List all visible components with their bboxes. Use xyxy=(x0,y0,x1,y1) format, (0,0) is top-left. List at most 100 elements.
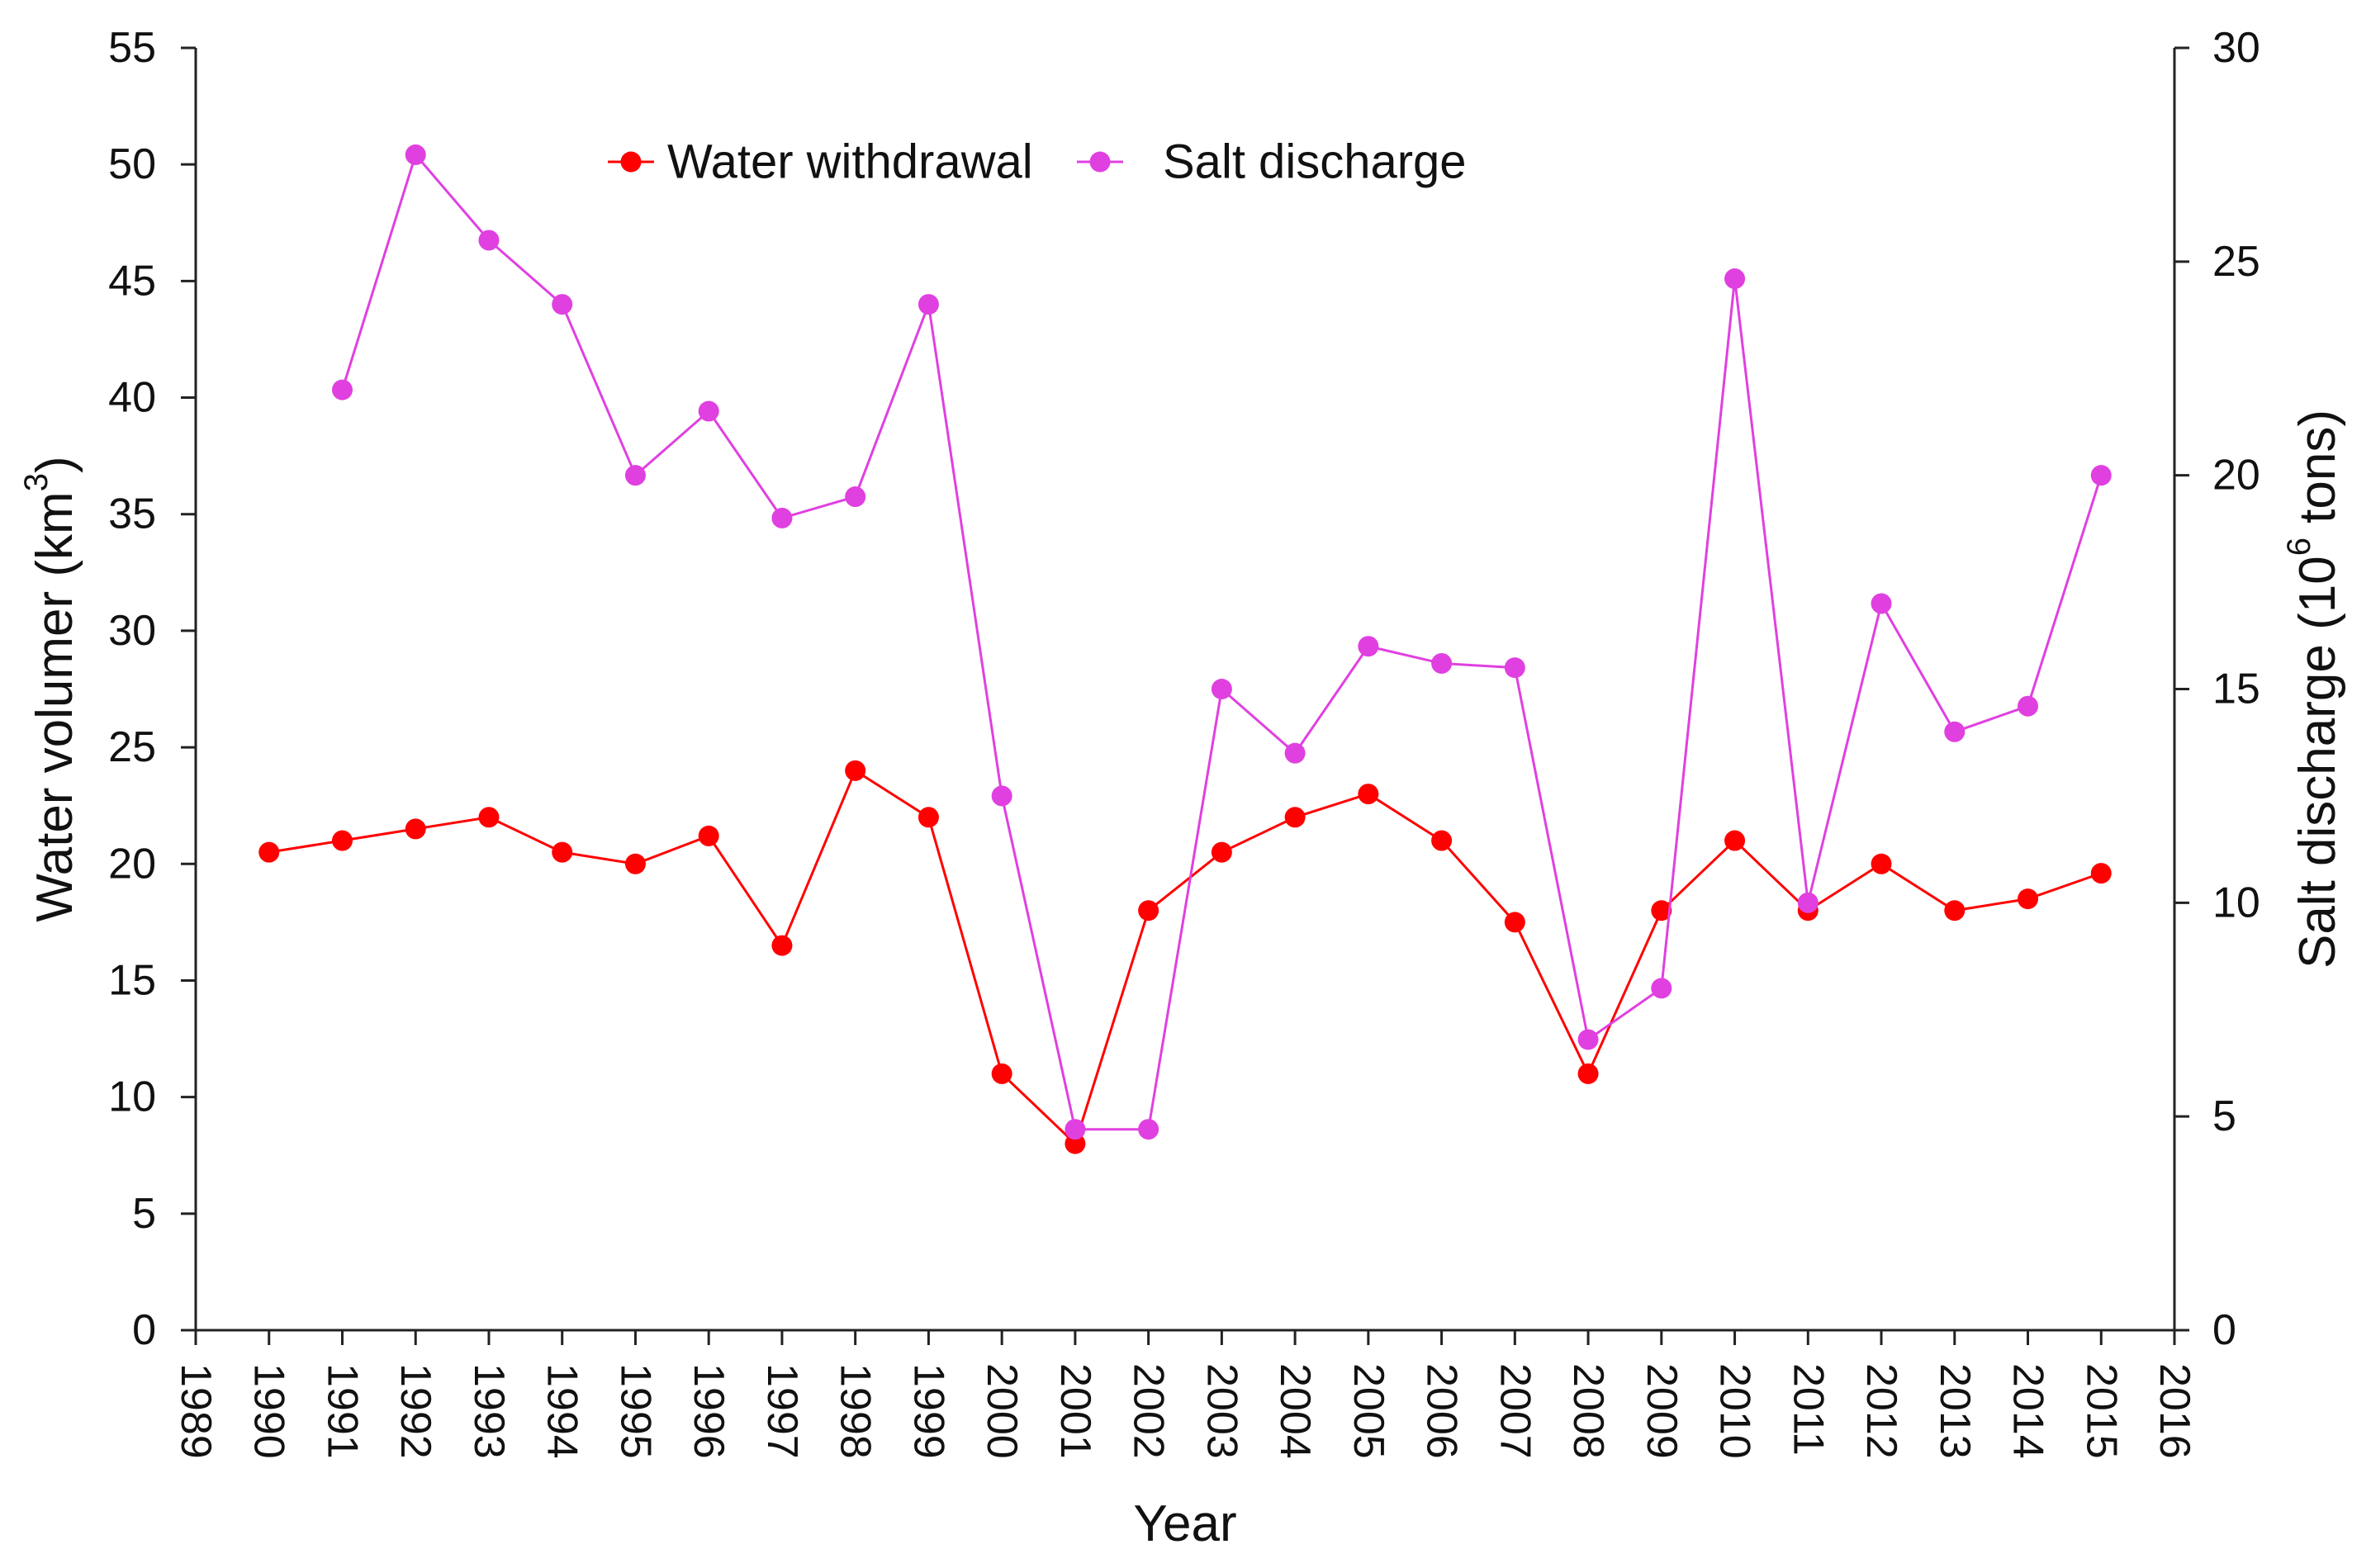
y-left-tick-label: 5 xyxy=(132,1190,156,1238)
data-point-2 xyxy=(405,144,426,165)
y-right-tick-label: 5 xyxy=(2212,1092,2236,1140)
x-tick-label: 1990 xyxy=(245,1363,293,1459)
y-left-tick-label: 15 xyxy=(108,956,156,1004)
data-point-2 xyxy=(1211,679,1232,699)
series-group xyxy=(258,144,2112,1154)
y-right-tick-label: 30 xyxy=(2212,24,2260,72)
data-point-1 xyxy=(1871,853,1892,874)
data-point-2 xyxy=(1431,652,1453,674)
y-left-tick-label: 30 xyxy=(108,607,156,655)
x-tick-label: 1991 xyxy=(318,1363,366,1459)
legend: Water withdrawal Salt discharge xyxy=(608,135,1467,189)
data-point-1 xyxy=(1944,900,1966,921)
x-tick-label: 1989 xyxy=(172,1363,220,1459)
x-tick-label: 1994 xyxy=(538,1363,586,1459)
y-left-tick-label: 10 xyxy=(108,1073,156,1121)
x-tick-label: 2007 xyxy=(1491,1363,1539,1459)
y-right-tick-label: 0 xyxy=(2212,1306,2236,1354)
x-tick-label: 2000 xyxy=(978,1363,1026,1459)
data-point-2 xyxy=(991,785,1012,807)
x-tick-label: 2003 xyxy=(1197,1363,1245,1459)
x-tick-label: 1992 xyxy=(391,1363,439,1459)
x-tick-label: 2011 xyxy=(1784,1363,1832,1456)
x-tick-label: 2005 xyxy=(1344,1363,1392,1459)
y-axis-left-title: Water volumer (km3) xyxy=(18,456,83,921)
x-tick-label: 2001 xyxy=(1051,1363,1099,1459)
y-left-tick-label: 20 xyxy=(108,840,156,888)
y-left-tick-label: 35 xyxy=(108,490,156,538)
series-line-1 xyxy=(268,769,2102,1146)
data-point-2 xyxy=(918,294,939,315)
data-point-1 xyxy=(918,807,939,828)
x-tick-label: 2013 xyxy=(1931,1363,1979,1459)
y-left-tick-label: 25 xyxy=(108,723,156,771)
legend-marker xyxy=(1089,151,1111,173)
data-point-2 xyxy=(1358,636,1379,657)
data-point-2 xyxy=(624,465,646,486)
x-tick-label: 1995 xyxy=(611,1363,659,1459)
y-left-tick-label: 50 xyxy=(108,140,156,188)
data-point-2 xyxy=(1577,1029,1599,1050)
data-point-1 xyxy=(771,935,793,956)
data-point-1 xyxy=(845,760,866,781)
y-left-tick-label: 45 xyxy=(108,257,156,305)
data-point-2 xyxy=(552,294,573,315)
data-point-1 xyxy=(991,1063,1012,1084)
data-point-1 xyxy=(1138,900,1159,921)
data-point-1 xyxy=(1431,830,1453,851)
data-point-1 xyxy=(1211,841,1232,863)
x-axis-title: Year xyxy=(1133,1495,1236,1552)
legend-marker xyxy=(620,151,642,173)
x-tick-label: 1997 xyxy=(758,1363,806,1459)
data-point-2 xyxy=(1284,742,1306,764)
y-left-tick-label: 0 xyxy=(132,1306,156,1354)
data-point-1 xyxy=(405,818,426,840)
y-right-tick-label: 20 xyxy=(2212,452,2260,500)
x-tick-label: 2004 xyxy=(1271,1363,1319,1459)
y-right-tick-label: 10 xyxy=(2212,879,2260,926)
x-tick-label: 2008 xyxy=(1564,1363,1612,1459)
data-point-1 xyxy=(258,841,280,863)
series-line-2 xyxy=(341,152,2103,1131)
data-point-2 xyxy=(845,486,866,508)
x-tick-label: 2006 xyxy=(1418,1363,1466,1459)
data-point-1 xyxy=(552,841,573,863)
data-point-1 xyxy=(1358,784,1379,805)
data-point-1 xyxy=(2018,888,2039,910)
x-tick-label: 2012 xyxy=(1857,1363,1905,1459)
data-point-2 xyxy=(1504,657,1525,679)
data-point-2 xyxy=(2090,465,2112,486)
data-point-2 xyxy=(331,379,353,400)
y-right-tick-label: 25 xyxy=(2212,238,2260,286)
x-tick-label: 2015 xyxy=(2077,1363,2125,1459)
x-tick-label: 1996 xyxy=(685,1363,733,1459)
x-tick-label: 1993 xyxy=(465,1363,513,1459)
y-right-tick-label: 15 xyxy=(2212,666,2260,713)
data-point-2 xyxy=(1724,268,1746,290)
x-tick-label: 2016 xyxy=(2150,1363,2198,1459)
data-point-2 xyxy=(771,507,793,528)
x-tick-label: 2009 xyxy=(1638,1363,1686,1459)
x-tick-label: 1998 xyxy=(832,1363,880,1459)
axes-group: 1989 1990 1991 1992 1993 1994 1995 1996 1997 1998… xyxy=(18,24,2346,1552)
y-axis-right-title: Salt discharge (106 tons) xyxy=(2281,410,2346,969)
data-point-1 xyxy=(2090,863,2112,884)
data-point-1 xyxy=(624,853,646,874)
data-point-1 xyxy=(1065,1133,1086,1154)
x-tick-label: 2014 xyxy=(2004,1363,2052,1459)
legend-label: Salt discharge xyxy=(1163,135,1467,189)
data-point-2 xyxy=(1138,1119,1159,1140)
y-left-tick-label: 40 xyxy=(108,374,156,422)
data-point-2 xyxy=(1944,721,1966,742)
data-point-2 xyxy=(2018,695,2039,717)
x-tick-label: 1999 xyxy=(904,1363,952,1459)
x-tick-label: 2010 xyxy=(1711,1363,1759,1459)
data-point-2 xyxy=(1871,593,1892,614)
data-point-2 xyxy=(1651,978,1672,999)
legend-label: Water withdrawal xyxy=(667,135,1033,189)
data-point-1 xyxy=(478,807,500,828)
y-left-tick-label: 55 xyxy=(108,24,156,72)
data-point-1 xyxy=(698,825,719,846)
data-point-2 xyxy=(1065,1119,1086,1140)
